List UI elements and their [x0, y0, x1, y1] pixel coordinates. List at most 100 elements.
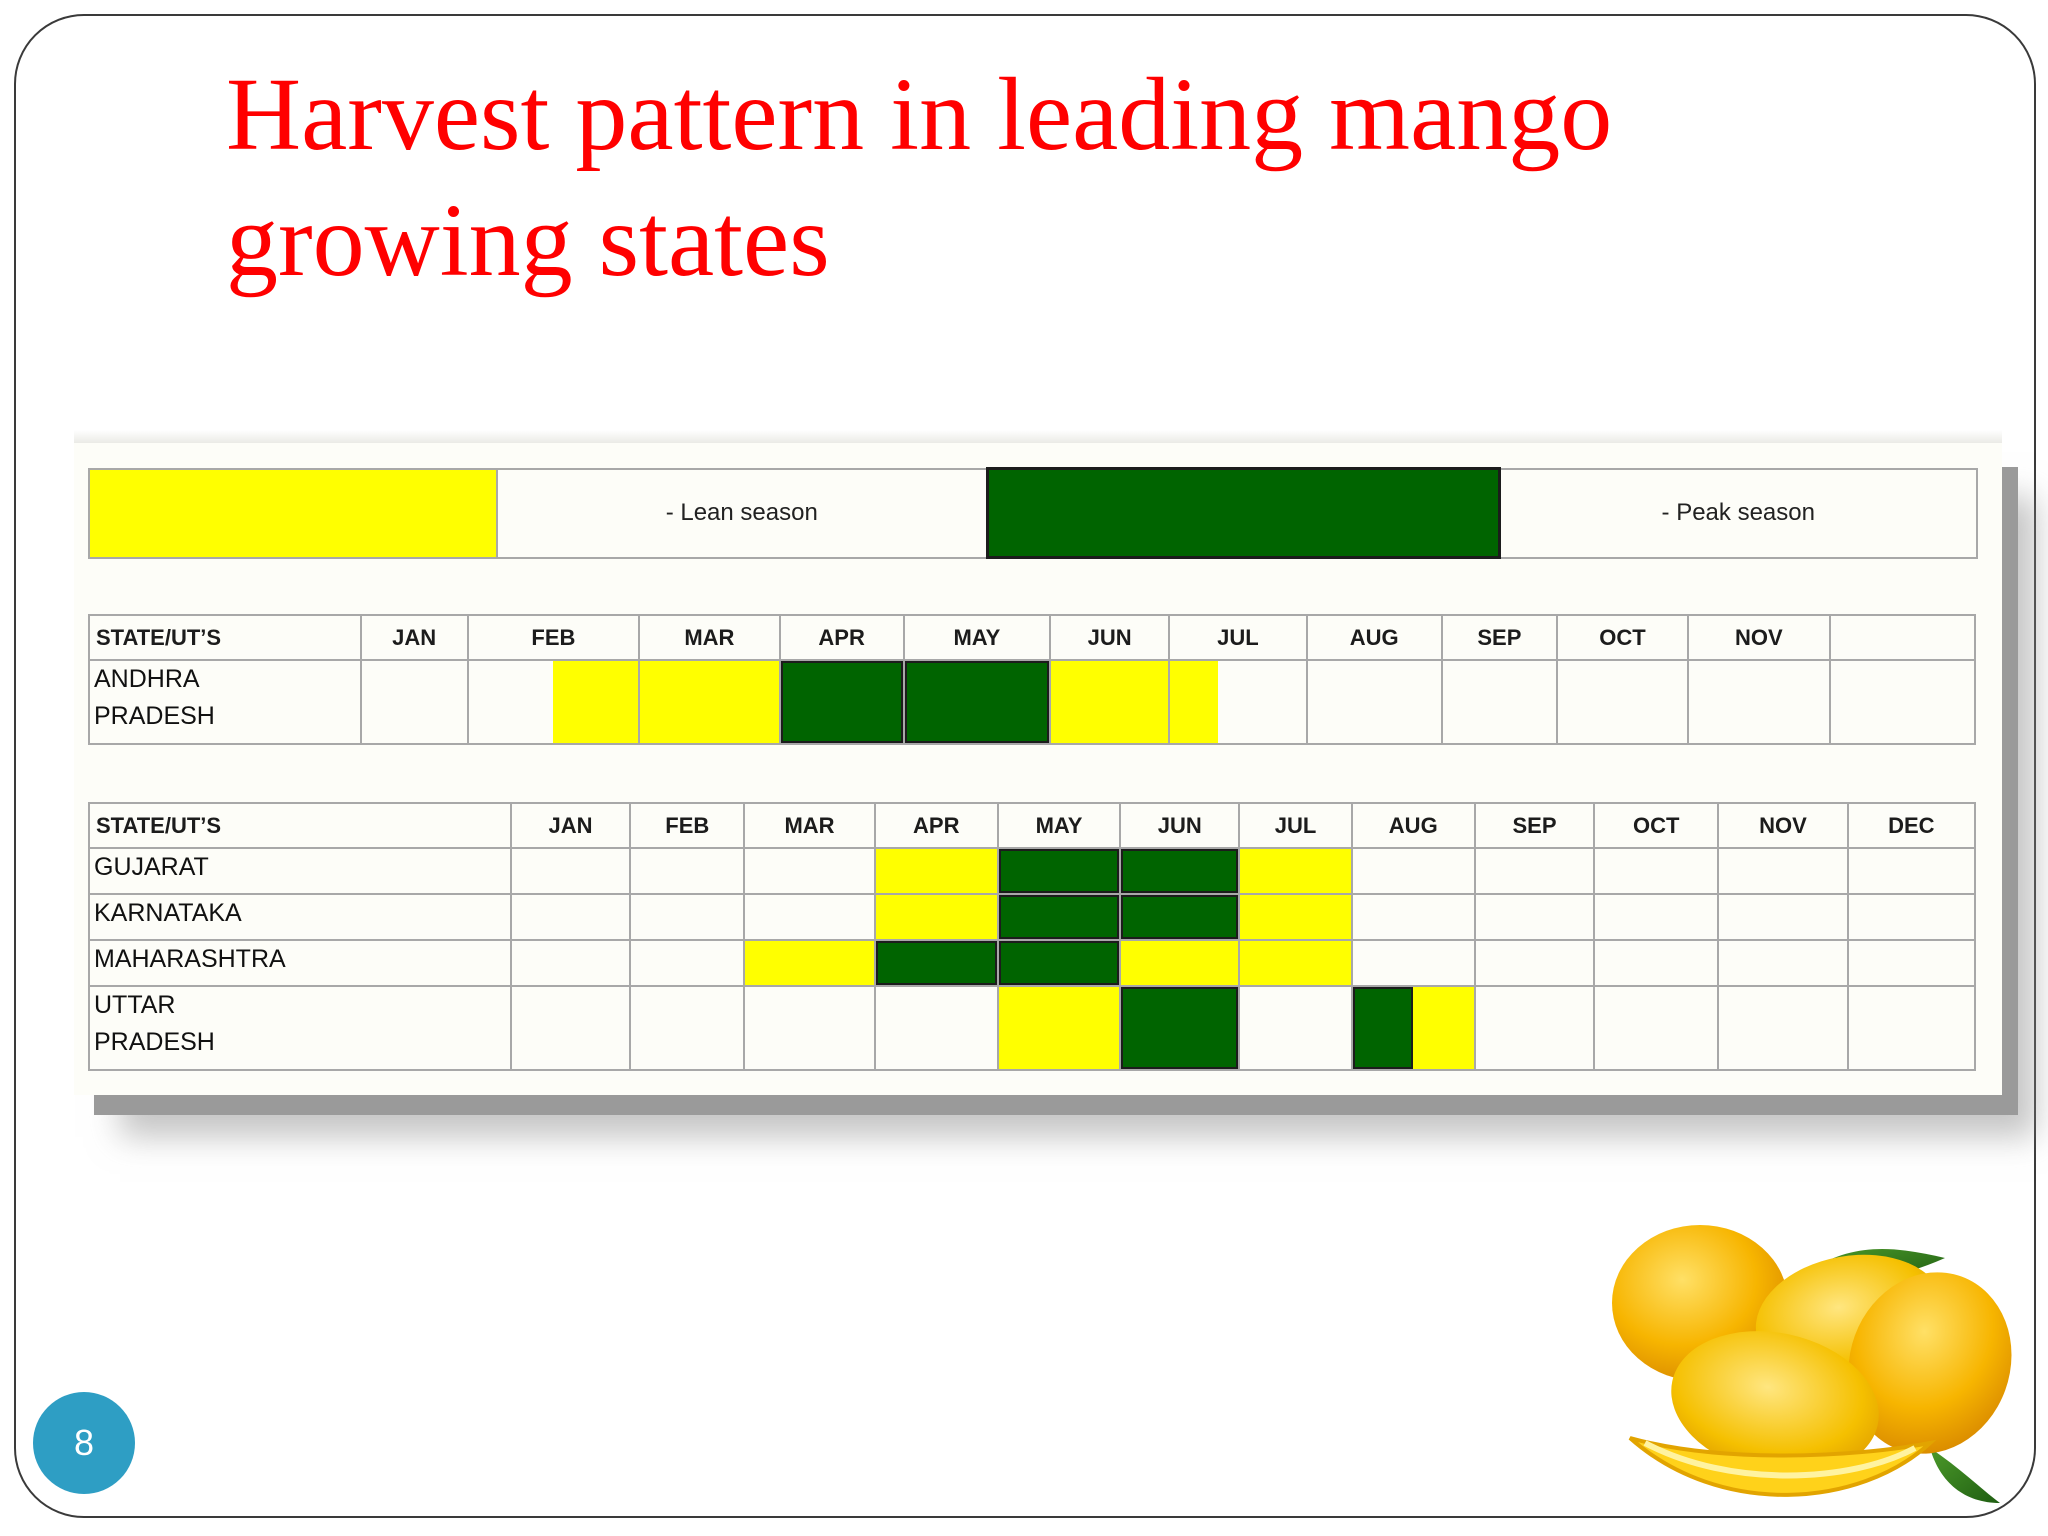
month-cell — [873, 893, 999, 941]
month-cell — [1119, 939, 1241, 987]
month-cell — [1350, 893, 1476, 941]
month-cell — [1593, 939, 1720, 987]
lean-season-fill — [1051, 661, 1169, 743]
month-header: AUG — [1305, 614, 1443, 661]
month-cell — [1238, 939, 1353, 987]
lean-season-fill — [1121, 941, 1239, 985]
lean-season-fill — [875, 849, 997, 893]
month-header: NOV — [1687, 614, 1831, 661]
month-header: JAN — [359, 614, 469, 661]
month-header: JUL — [1168, 614, 1308, 661]
month-cell — [902, 659, 1052, 745]
month-cell — [1846, 939, 1977, 987]
season-legend: - Lean season - Peak season — [88, 467, 1978, 559]
month-header: APR — [873, 802, 999, 849]
month-cell — [509, 893, 632, 941]
month-cell — [996, 939, 1122, 987]
month-cell — [743, 847, 876, 895]
month-header: SEP — [1440, 614, 1558, 661]
month-cell — [1555, 659, 1690, 745]
month-cell — [629, 985, 746, 1071]
month-cell — [1717, 847, 1849, 895]
month-cell — [1717, 893, 1849, 941]
peak-season-fill — [1352, 987, 1414, 1069]
lean-season-fill — [1240, 849, 1351, 893]
month-cell — [1593, 985, 1720, 1071]
month-header: NOV — [1717, 802, 1849, 849]
state-name: UTTAR PRADESH — [88, 985, 512, 1071]
month-cell — [1828, 659, 1976, 745]
lean-season-fill — [640, 661, 779, 743]
month-cell — [743, 893, 876, 941]
month-cell — [1717, 985, 1849, 1071]
peak-season-fill — [780, 661, 903, 743]
month-cell — [996, 847, 1122, 895]
month-cell — [1846, 847, 1977, 895]
lean-season-fill — [553, 661, 639, 743]
slide-title: Harvest pattern in leading mango growing… — [226, 57, 1613, 298]
month-cell — [629, 847, 746, 895]
peak-season-fill — [1121, 849, 1239, 893]
state-name: GUJARAT — [88, 847, 512, 895]
month-cell — [1350, 985, 1476, 1071]
table-row: MAHARASHTRA — [88, 939, 1977, 987]
month-cell — [996, 893, 1122, 941]
state-name: KARNATAKA — [88, 893, 512, 941]
month-cell — [778, 659, 905, 745]
state-name: ANDHRA PRADESH — [88, 659, 362, 745]
month-cell — [509, 847, 632, 895]
month-cell — [1049, 659, 1171, 745]
panel-top-shade — [74, 430, 2002, 444]
month-cell — [1473, 893, 1596, 941]
states-harvest-table: STATE/UT’S JAN FEB MAR APR MAY JUN JUL AUG SEP OCT… — [88, 802, 1977, 1071]
month-cell — [359, 659, 469, 745]
month-cell — [1717, 939, 1849, 987]
month-header: JAN — [509, 802, 632, 849]
month-cell — [996, 985, 1122, 1071]
month-cell — [629, 893, 746, 941]
month-cell — [1687, 659, 1831, 745]
peak-season-fill — [998, 895, 1120, 939]
month-cell — [1119, 893, 1241, 941]
month-header: MAR — [638, 614, 781, 661]
month-cell — [873, 939, 999, 987]
month-cell — [509, 939, 632, 987]
month-cell — [1473, 939, 1596, 987]
month-cell — [638, 659, 781, 745]
peak-season-fill — [904, 661, 1050, 743]
month-header: FEB — [629, 802, 746, 849]
peak-season-fill — [998, 849, 1120, 893]
month-cell — [1238, 847, 1353, 895]
month-cell — [509, 985, 632, 1071]
peak-season-fill — [1121, 895, 1239, 939]
month-header: MAR — [743, 802, 876, 849]
state-column-header: STATE/UT’S — [88, 802, 512, 849]
table-row: KARNATAKA — [88, 893, 1977, 941]
month-cell — [1350, 847, 1476, 895]
month-cell — [1350, 939, 1476, 987]
lean-season-fill — [1170, 661, 1218, 743]
lean-season-fill — [745, 941, 874, 985]
month-cell — [1238, 893, 1353, 941]
month-cell — [629, 939, 746, 987]
lean-season-swatch — [88, 467, 498, 559]
month-cell — [1473, 985, 1596, 1071]
peak-season-label: - Peak season — [1498, 467, 1978, 559]
state-name: MAHARASHTRA — [88, 939, 512, 987]
mango-fruits-icon — [1612, 1225, 2012, 1503]
page-number-badge: 8 — [33, 1392, 135, 1494]
month-header: JUL — [1238, 802, 1353, 849]
month-cell — [743, 939, 876, 987]
andhra-harvest-table: STATE/UT’S JAN FEB MAR APR MAY JUN JUL AUG SEP OCT… — [88, 614, 1976, 745]
lean-season-label: - Lean season — [496, 467, 988, 559]
month-header: SEP — [1473, 802, 1596, 849]
lean-season-fill — [1240, 895, 1351, 939]
month-header: MAY — [902, 614, 1052, 661]
month-cell — [1440, 659, 1558, 745]
peak-season-fill — [1121, 987, 1239, 1069]
month-header: DEC — [1846, 802, 1977, 849]
month-header: JUN — [1049, 614, 1171, 661]
table-row: GUJARAT — [88, 847, 1977, 895]
peak-season-fill — [875, 941, 997, 985]
month-cell — [1846, 893, 1977, 941]
